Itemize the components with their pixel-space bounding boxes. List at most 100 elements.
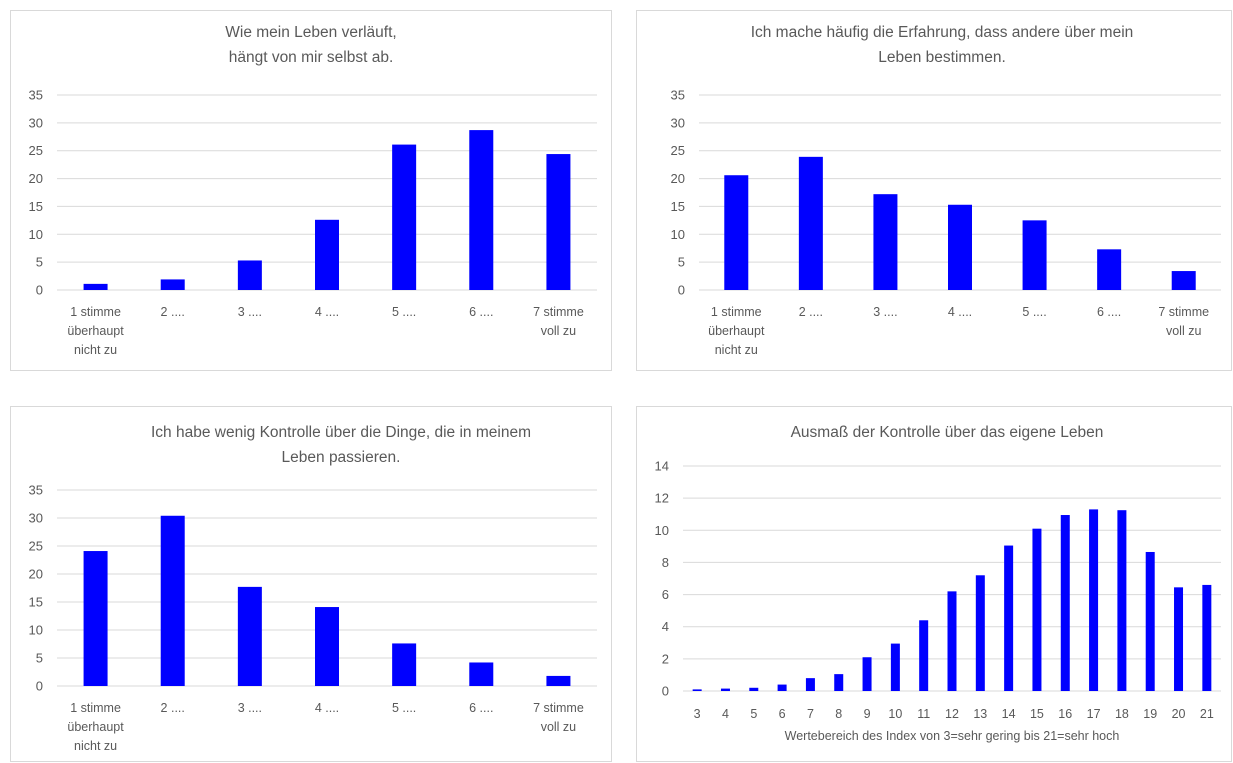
x-tick-label-line: 2 .... [161,305,185,319]
x-tick-label-line: 5 .... [392,701,416,715]
bar [975,575,985,691]
x-tick-label: 12 [945,707,959,721]
x-tick-label-line: 3 .... [873,305,897,319]
x-tick-label-line: 1 stimme [711,305,762,319]
x-tick-label: 14 [1002,707,1016,721]
bar [546,675,571,686]
x-tick-label: 18 [1115,707,1129,721]
x-tick-label-line: 1 stimme [70,305,121,319]
x-tick-label-line: 10 [888,707,902,721]
x-tick-label-line: 4 [722,707,729,721]
bar [469,662,494,686]
x-tick-label: 10 [888,707,902,721]
bar [469,130,494,290]
x-tick-label: 1 stimme überhaupt nicht zu [67,701,124,753]
x-tick-label-line: 6 .... [1097,305,1121,319]
x-tick-label: 21 [1200,707,1214,721]
x-tick-label-line: 6 [779,707,786,721]
x-tick-label: 17 [1087,707,1101,721]
y-tick-label: 15 [671,199,685,214]
chart-panel-3: Ich habe wenig Kontrolle über die Dinge,… [10,406,612,762]
y-tick-label: 15 [29,595,43,610]
x-tick-label: 7 stimme voll zu [1158,305,1209,338]
bar [798,156,823,290]
x-tick-label: 7 stimme voll zu [533,701,584,734]
y-tick-label: 12 [655,491,669,506]
x-tick-label-line: 12 [945,707,959,721]
x-tick-label-line: 2 .... [799,305,823,319]
x-tick-label-line: 4 .... [948,305,972,319]
x-tick-label: 16 [1058,707,1072,721]
x-tick-label: 7 [807,707,814,721]
chart-panel-2: Ich mache häufig die Erfahrung, dass and… [636,10,1232,371]
y-tick-label: 30 [671,115,685,130]
bar [83,551,108,686]
bar [919,620,929,691]
x-tick-label: 6 .... [1097,305,1121,319]
y-tick-label: 14 [655,459,669,474]
bar [1171,271,1196,290]
x-tick-label: 5 .... [392,305,416,319]
bar [873,194,898,290]
y-tick-label: 15 [29,199,43,214]
x-tick-label: 4 [722,707,729,721]
chart-title-line-1: Wie mein Leben verläuft, [225,24,396,41]
chart-title-line-1: Ich mache häufig die Erfahrung, dass and… [751,24,1134,41]
x-tick-label-line: überhaupt [67,324,124,338]
y-tick-label: 6 [662,587,669,602]
bar [160,515,185,686]
x-tick-label-line: 4 .... [315,701,339,715]
y-tick-label: 8 [662,555,669,570]
x-tick-label: 3 .... [238,701,262,715]
x-tick-label: 6 .... [469,701,493,715]
x-tick-label-line: 19 [1143,707,1157,721]
x-tick-label-line: 15 [1030,707,1044,721]
bar [692,689,702,691]
bar [1089,509,1099,691]
y-tick-label: 30 [29,115,43,130]
x-tick-label: 3 .... [238,305,262,319]
y-tick-label: 20 [671,171,685,186]
bar [1004,545,1014,691]
y-tick-label: 2 [662,651,669,666]
x-tick-label: 1 stimme überhaupt nicht zu [708,305,765,357]
bar [777,684,787,691]
x-tick-label-line: überhaupt [708,324,765,338]
bar [749,687,759,691]
y-tick-label: 30 [29,511,43,526]
x-tick-label-line: 6 .... [469,305,493,319]
x-tick-label: 3 [694,707,701,721]
bar [948,204,972,290]
chart-title-line-1: Ich habe wenig Kontrolle über die Dinge,… [151,424,531,441]
chart-title-line-2: Leben passieren. [282,449,401,466]
x-tick-label: 11 [917,707,930,721]
x-tick-label-line: 16 [1058,707,1072,721]
bar [1060,515,1070,691]
bar [237,586,262,686]
x-tick-label-line: 18 [1115,707,1129,721]
bar [1117,510,1127,691]
x-tick-label: 5 .... [392,701,416,715]
bar [237,260,262,290]
x-tick-label-line: 21 [1200,707,1214,721]
x-tick-label: 20 [1172,707,1186,721]
bar [1097,249,1122,290]
bar [862,657,872,691]
y-tick-label: 35 [29,483,43,498]
bar [720,688,730,691]
chart-svg-4: Ausmaß der Kontrolle über das eigene Leb… [655,424,1221,743]
x-axis-label: Wertebereich des Index von 3=sehr gering… [785,729,1120,743]
x-tick-label: 4 .... [315,701,339,715]
x-tick-label-line: 4 .... [315,305,339,319]
x-tick-label-line: 7 [807,707,814,721]
x-tick-label: 6 .... [469,305,493,319]
x-tick-label-line: 14 [1002,707,1016,721]
y-tick-label: 10 [29,227,43,242]
chart-title-line-2: hängt von mir selbst ab. [229,49,394,66]
bar [1202,584,1212,691]
y-tick-label: 5 [36,651,43,666]
y-tick-label: 20 [29,171,43,186]
y-tick-label: 35 [29,88,43,103]
x-tick-label-line: nicht zu [74,343,117,357]
x-tick-label-line: 3 [694,707,701,721]
